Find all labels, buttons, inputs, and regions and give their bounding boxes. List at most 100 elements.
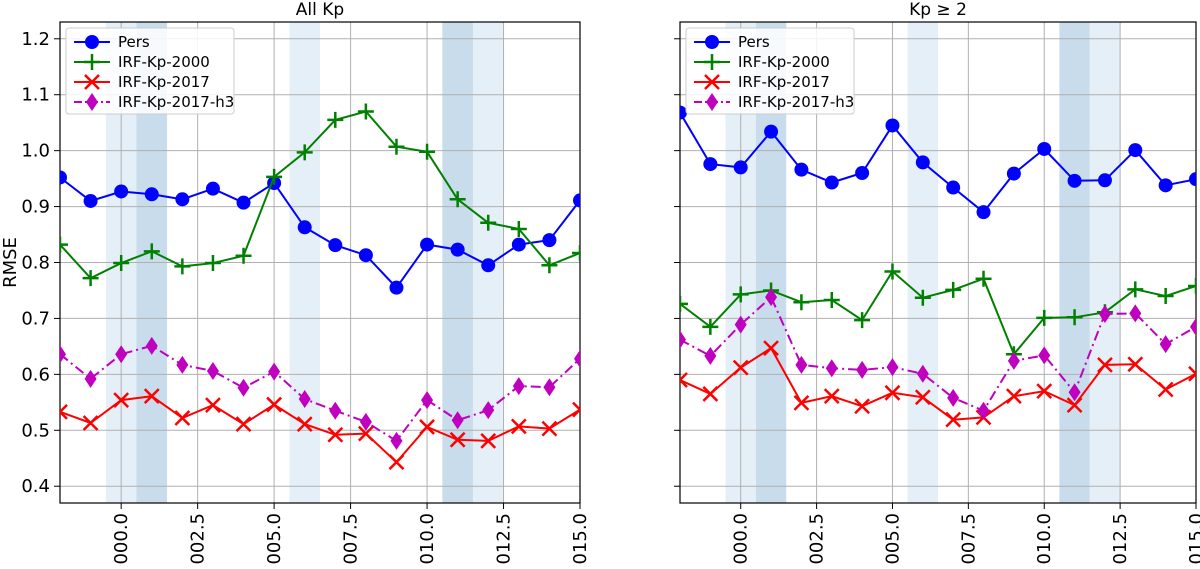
y-tick-label: 1.0: [21, 141, 50, 162]
y-tick-label: 1.2: [21, 29, 50, 50]
data-point: [204, 255, 221, 272]
data-point: [1127, 281, 1144, 298]
data-point: [449, 431, 466, 448]
data-point: [1037, 141, 1052, 156]
legend-box: [65, 27, 235, 115]
data-point: [388, 138, 405, 155]
data-point: [296, 144, 313, 161]
data-point: [732, 286, 749, 303]
data-point: [82, 270, 99, 287]
data-point: [1067, 173, 1082, 188]
data-point: [1005, 388, 1022, 405]
data-point: [1127, 356, 1144, 373]
data-point: [573, 193, 580, 208]
data-point: [421, 391, 434, 410]
data-point: [174, 258, 191, 275]
data-point: [1128, 143, 1143, 158]
data-point: [704, 346, 717, 365]
y-tick-label: 0.4: [21, 476, 50, 497]
legend-marker: [84, 74, 100, 90]
data-point: [113, 255, 130, 272]
data-point: [481, 258, 496, 273]
data-point: [235, 416, 252, 433]
data-point: [732, 359, 749, 376]
series-line: [680, 112, 1196, 214]
series-pers: [680, 105, 1196, 220]
data-point: [482, 401, 495, 420]
data-point: [542, 233, 557, 248]
data-point: [856, 360, 869, 379]
data-point: [680, 295, 688, 312]
data-point: [60, 345, 66, 364]
data-point: [1097, 173, 1112, 188]
data-point: [296, 416, 313, 433]
data-point: [419, 419, 435, 435]
legend-box: [685, 27, 855, 115]
data-point: [884, 384, 901, 401]
data-point: [511, 237, 526, 252]
data-point: [266, 396, 283, 413]
legend-marker: [705, 35, 719, 49]
data-point: [449, 191, 466, 208]
data-point: [975, 270, 992, 287]
data-point: [235, 247, 252, 264]
data-point: [115, 345, 128, 364]
legend-label: IRF-Kp-2017: [738, 73, 830, 91]
data-point: [734, 315, 747, 334]
series-irf-kp-2017-h3: [680, 288, 1196, 420]
data-point: [357, 103, 374, 120]
legend-marker: [86, 93, 98, 111]
data-point: [268, 362, 281, 381]
data-point: [480, 433, 497, 449]
data-point: [60, 170, 67, 185]
data-point: [510, 418, 527, 435]
legend-marker: [85, 35, 99, 49]
data-point: [206, 362, 219, 381]
data-point: [205, 397, 221, 414]
data-point: [266, 168, 283, 185]
data-point: [793, 294, 810, 311]
data-point: [113, 392, 130, 408]
legend-label: IRF-Kp-2000: [738, 53, 830, 71]
data-point: [765, 288, 778, 307]
data-point: [237, 378, 250, 397]
data-point: [388, 454, 405, 471]
legend-marker: [706, 93, 718, 111]
x-tick-label: 010.0: [1034, 513, 1055, 565]
data-point: [327, 426, 344, 443]
data-point: [823, 291, 840, 308]
x-tick-label: 012.5: [494, 513, 515, 565]
x-tick-label: 005.0: [264, 513, 285, 565]
data-point: [541, 257, 558, 274]
legend-marker: [84, 54, 100, 70]
y-tick-label: 0.5: [21, 420, 50, 441]
data-point: [763, 340, 779, 356]
data-point: [60, 236, 68, 253]
data-point: [733, 160, 748, 175]
data-point: [1188, 365, 1196, 382]
y-tick-label: 0.6: [21, 364, 50, 385]
y-tick-label: 1.1: [21, 85, 50, 106]
data-point: [84, 369, 97, 388]
data-point: [764, 124, 779, 139]
data-point: [945, 281, 962, 298]
y-tick-label: 0.7: [21, 308, 50, 329]
data-point: [512, 377, 525, 396]
data-point: [702, 386, 719, 402]
data-point: [176, 355, 189, 374]
legend-marker: [704, 74, 720, 90]
data-point: [419, 143, 436, 160]
data-point: [1157, 381, 1174, 398]
legend-label: IRF-Kp-2017: [118, 73, 210, 91]
data-point: [541, 420, 558, 437]
data-point: [1066, 309, 1083, 326]
series-pers: [60, 170, 580, 295]
data-point: [854, 312, 871, 329]
data-point: [82, 415, 99, 431]
data-point: [1159, 335, 1172, 354]
data-point: [1006, 166, 1021, 181]
data-point: [328, 238, 343, 253]
data-point: [855, 166, 870, 181]
data-point: [947, 388, 960, 407]
x-tick-label: 005.0: [882, 513, 903, 565]
